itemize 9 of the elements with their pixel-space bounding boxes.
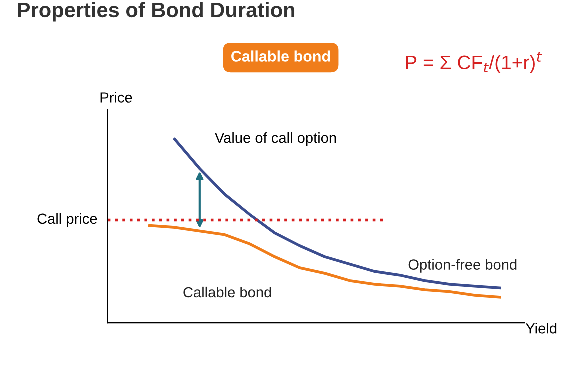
text: P = Σ CF$_{t}$/(1+r)$^{t}$ [406,52,542,74]
chart-title: Properties of Bond Duration [18,2,295,22]
ref-line-label: Call price [38,213,98,228]
chart-subtitle: Callable bond [232,50,330,62]
series-label: Callable bond [184,286,272,298]
series-label: Option-free bond [408,259,517,273]
x-axis-title: Yield [526,323,557,334]
y-axis-title: Price [100,92,132,103]
annotation: Value of call option [214,132,336,146]
